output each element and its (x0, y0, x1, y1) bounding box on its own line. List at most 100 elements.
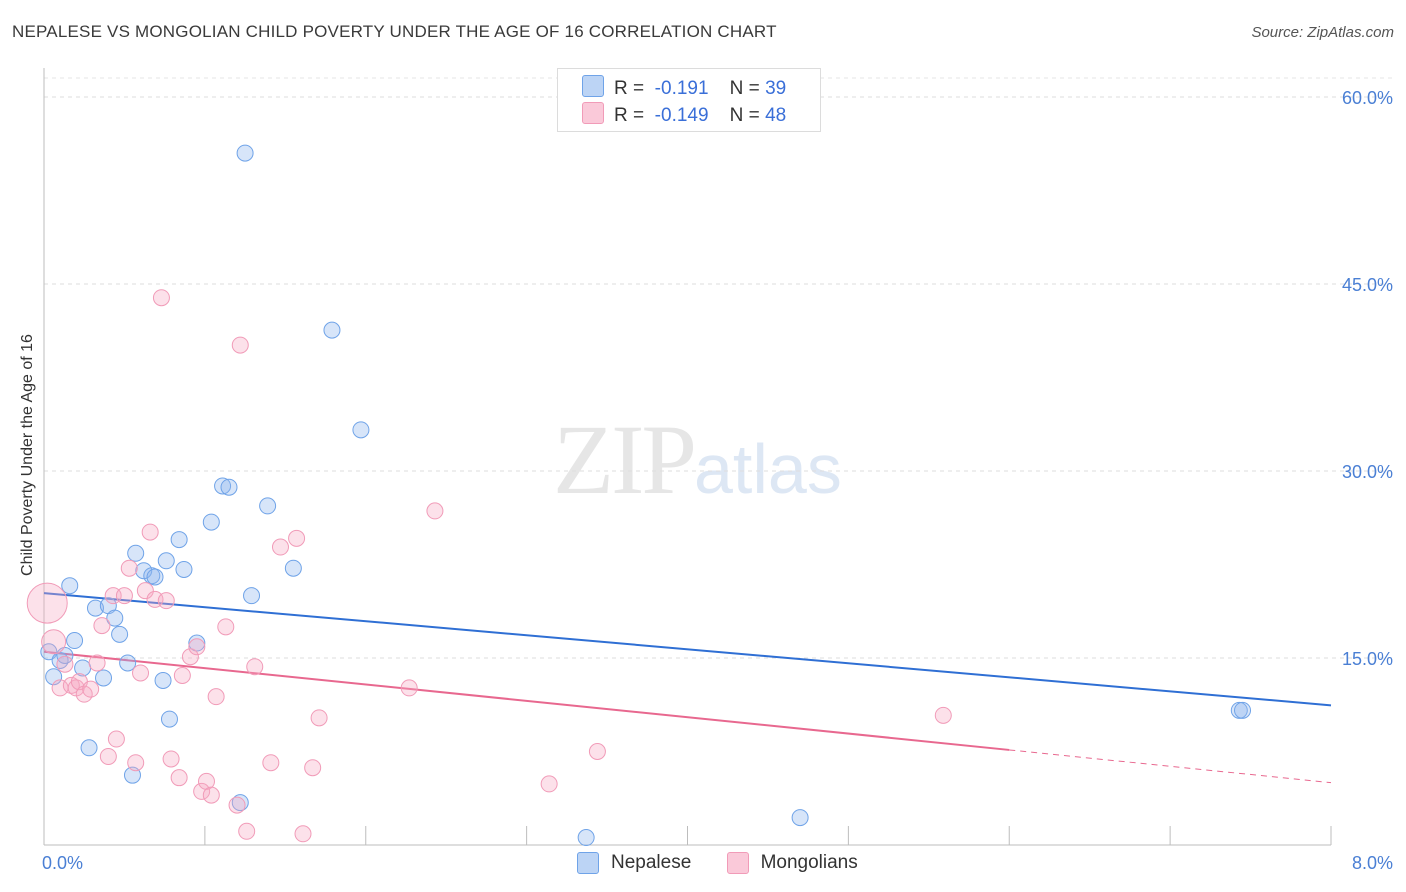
mongolians-point (62, 676, 80, 694)
y-tick-label: 15.0% (1342, 649, 1393, 669)
mongolians-point (588, 743, 606, 760)
nepalese-point (791, 809, 809, 827)
mongolians-point (207, 688, 225, 706)
mongolians-point (41, 629, 67, 655)
nepalese-trend-line (43, 592, 1332, 707)
legend-row-nepalese: R = -0.191 N = 39 (582, 75, 786, 99)
mongolians-point (99, 747, 117, 765)
nepalese-point (95, 669, 113, 687)
mongolians-point (26, 582, 68, 624)
x-tick-label: 8.0% (1352, 853, 1393, 873)
mongolians-trend-line (43, 650, 1010, 751)
mongolians-point (197, 772, 215, 790)
legend-r-value: -0.191 (654, 78, 709, 99)
nepalese-point (220, 478, 238, 496)
watermark-atlas: atlas (694, 430, 842, 508)
legend-item-nepalese: Nepalese (577, 852, 691, 874)
mongolians-point (152, 289, 170, 307)
correlation-legend: R = -0.191 N = 39 R = -0.149 N = 48 (557, 68, 821, 132)
watermark: ZIPatlas (553, 402, 842, 517)
mongolians-point (231, 336, 249, 354)
mongolians-point (193, 782, 211, 800)
mongolians-point (294, 825, 312, 843)
nepalese-point (1234, 701, 1252, 719)
grid-lines (44, 77, 1394, 659)
mongolians-point (271, 538, 289, 556)
nepalese-swatch (582, 75, 604, 97)
legend-r-label: R = (614, 105, 645, 126)
mongolians-point (540, 775, 558, 793)
nepalese-point (577, 829, 595, 847)
nepalese-point (146, 568, 164, 586)
nepalese-point (123, 766, 141, 784)
mongolians-point (56, 655, 74, 673)
nepalese-point (154, 671, 172, 689)
nepalese-point (231, 794, 249, 812)
mongolians-point (115, 587, 133, 605)
legend-label: Nepalese (611, 852, 692, 873)
mongolians-point (107, 730, 125, 748)
nepalese-point (259, 497, 277, 515)
watermark-zip: ZIP (553, 404, 697, 515)
mongolians-point (136, 582, 154, 600)
mongolians-point (238, 822, 256, 840)
legend-n-value: 48 (765, 105, 787, 126)
source-label: Source: ZipAtlas.com (1251, 24, 1394, 41)
mongolians-point (262, 754, 280, 772)
mongolians-point (141, 523, 159, 541)
mongolians-swatch (726, 852, 749, 874)
mongolians-point (181, 648, 199, 666)
y-tick-label: 30.0% (1342, 462, 1393, 482)
nepalese-point (175, 560, 193, 578)
mongolians-point (934, 706, 952, 724)
legend-label: Mongolians (760, 852, 858, 873)
nepalese-point (86, 599, 104, 617)
mongolians-point (120, 559, 138, 577)
mongolians-point (217, 618, 235, 636)
y-tick-label: 45.0% (1342, 275, 1393, 295)
legend-n-label: N = (729, 105, 760, 126)
mongolians-point (228, 796, 246, 814)
tick-labels: 15.0% 30.0% 45.0% 60.0% 0.0% 8.0% (42, 88, 1393, 873)
mongolians-point (132, 664, 150, 682)
nepalese-point (170, 531, 188, 549)
mongolians-point (157, 592, 175, 610)
nepalese-point (80, 739, 98, 757)
nepalese-point (243, 587, 261, 605)
nepalese-point (323, 321, 341, 339)
data-points (26, 144, 1252, 847)
mongolians-point (310, 709, 328, 727)
legend-row-mongolians: R = -0.149 N = 48 (582, 102, 786, 126)
mongolians-point (93, 617, 111, 635)
nepalese-point (61, 577, 79, 595)
legend-r-value: -0.149 (654, 105, 709, 126)
nepalese-point (119, 654, 137, 672)
nepalese-point (160, 710, 178, 728)
mongolians-point (162, 750, 180, 768)
chart-title: NEPALESE VS MONGOLIAN CHILD POVERTY UNDE… (12, 22, 777, 41)
nepalese-point (127, 544, 145, 562)
mongolians-point (426, 502, 444, 520)
nepalese-swatch (577, 852, 599, 874)
mongolians-point (188, 638, 206, 656)
nepalese-point (157, 552, 175, 570)
nepalese-point (236, 144, 254, 162)
mongolians-point (82, 680, 100, 698)
nepalese-point (66, 632, 84, 650)
series-legend: Nepalese Mongolians (577, 852, 888, 880)
mongolians-trend-extension (1009, 749, 1332, 784)
mongolians-point (400, 679, 418, 697)
legend-n-value: 39 (765, 78, 787, 99)
nepalese-point (111, 625, 129, 643)
mongolians-point (202, 786, 220, 804)
nepalese-point (202, 513, 220, 531)
x-tick-label: 0.0% (42, 853, 83, 873)
mongolians-point (88, 654, 106, 672)
mongolians-point (246, 658, 264, 676)
legend-item-mongolians: Mongolians (726, 852, 858, 874)
axes (43, 68, 1332, 846)
mongolians-point (170, 769, 188, 787)
mongolians-point (288, 529, 306, 547)
nepalese-point (352, 421, 370, 439)
